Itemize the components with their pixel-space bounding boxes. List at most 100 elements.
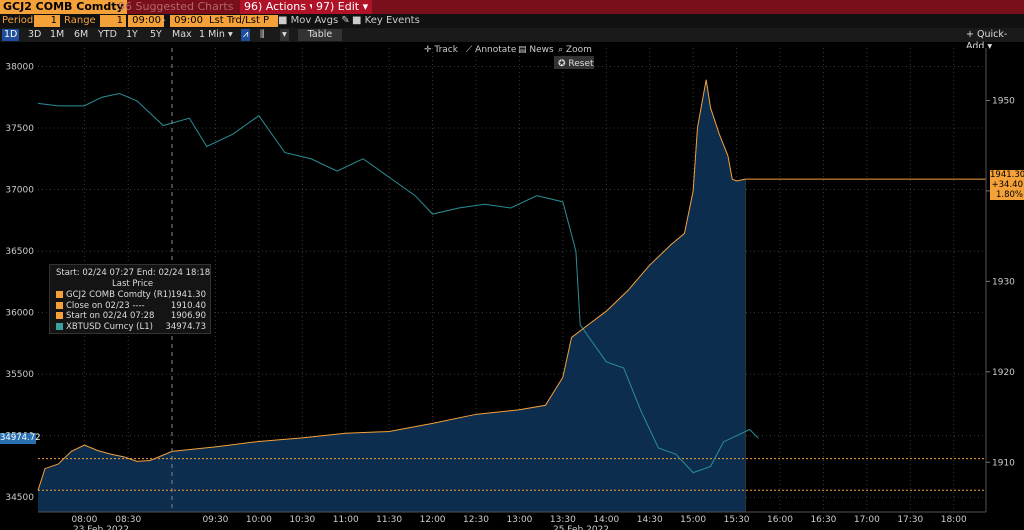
legend-value: 1906.90 — [170, 311, 206, 321]
range-button-1m[interactable]: 1M — [50, 29, 65, 40]
right-pct: 1.80% — [995, 190, 1023, 200]
legend-swatch — [56, 322, 63, 330]
axis-ticks: 08:00 08:30 09:30 10:00 10:30 11:00 11:30 12:00… — [5, 62, 1015, 530]
bar-chart-icon[interactable]: ⫼ — [260, 29, 265, 40]
left-tick-label: 35500 — [5, 370, 34, 380]
right-tick-label: 1910 — [992, 458, 1015, 468]
x-tick-label: 16:30 — [810, 515, 836, 525]
ticker-field[interactable]: GCJ2 COMB Comdty — [0, 0, 127, 14]
right-change: +34.40 — [991, 180, 1023, 190]
x-tick-label: 15:30 — [724, 515, 750, 525]
news-icon: ▤ — [518, 45, 529, 55]
x-tick-label: 17:30 — [897, 515, 923, 525]
last-price-readout: 1941.30 +34.40 1.80% — [990, 170, 1024, 200]
suggested-charts-button[interactable]: 96 Suggested Charts — [118, 0, 234, 13]
x-tick-label: 12:00 — [420, 515, 446, 525]
x-tick-label: 10:30 — [289, 515, 315, 525]
range-separator: - — [162, 15, 166, 26]
key-events-toggle[interactable]: ■ Key Events — [352, 14, 420, 28]
range-button-1d[interactable]: 1D — [2, 29, 20, 41]
key-events-label: Key Events — [364, 15, 420, 26]
legend-label: Start on 02/24 07:28 — [66, 311, 155, 321]
right-price: 1941.30 — [990, 170, 1024, 180]
edit-menu[interactable]: 97) Edit ▾ — [312, 0, 373, 14]
range-button-1y[interactable]: 1Y — [126, 29, 138, 40]
news-button[interactable]: ▤ News — [518, 45, 554, 55]
date-label: 25 Feb 2022 — [553, 525, 609, 530]
x-tick-label: 16:00 — [767, 515, 793, 525]
x-tick-label: 14:30 — [637, 515, 663, 525]
legend-header: Start: 02/24 07:27 End: 02/24 18:18 — [56, 268, 211, 278]
zoom-button[interactable]: ⌕ Zoom — [558, 45, 592, 55]
x-tick-label: 08:00 — [71, 515, 97, 525]
x-tick-label: 12:30 — [463, 515, 489, 525]
range-button-ytd[interactable]: YTD — [98, 29, 117, 40]
table-button[interactable]: Table — [298, 29, 342, 41]
x-tick-label: 11:30 — [376, 515, 402, 525]
legend-swatch — [56, 291, 63, 298]
right-tick-label: 1950 — [992, 96, 1015, 106]
range-button-3d[interactable]: 3D — [28, 29, 42, 40]
range-input[interactable]: 1 — [100, 15, 126, 27]
left-tick-label: 36500 — [5, 247, 34, 257]
interval-select[interactable]: 1 Min ▾ — [199, 29, 233, 40]
checkbox-icon: ■ — [278, 15, 291, 26]
quick-add-button[interactable]: + Quick-Add ▾ — [966, 29, 1008, 52]
range-button-max[interactable]: Max — [172, 29, 192, 40]
period-input[interactable]: 1 — [34, 15, 60, 27]
range-button-5y[interactable]: 5Y — [150, 29, 162, 40]
last-trade-select[interactable]: Lst Trd/Lst P — [206, 15, 278, 27]
range-button-6m[interactable]: 6M — [74, 29, 89, 40]
x-tick-label: 08:30 — [115, 515, 141, 525]
left-tick-label: 38000 — [5, 62, 34, 72]
legend-swatch — [56, 301, 63, 309]
gold-area-fill — [38, 79, 746, 512]
x-tick-label: 11:00 — [333, 515, 359, 525]
x-tick-label: 13:00 — [506, 515, 532, 525]
mov-avgs-toggle[interactable]: ■ Mov Avgs ✎ — [278, 14, 350, 28]
legend-value: 1941.30 — [170, 290, 206, 300]
range-toolbar — [0, 28, 1024, 42]
x-tick-label: 15:00 — [680, 515, 706, 525]
legend-swatch — [56, 312, 63, 319]
line-chart-icon[interactable]: ⩘ — [241, 29, 251, 41]
reset-button[interactable]: ✪ Reset — [558, 59, 594, 69]
x-tick-label: 10:00 — [246, 515, 272, 525]
mov-avgs-label: Mov Avgs — [290, 15, 339, 26]
legend-row: Close on 02/23 ---- — [56, 301, 145, 312]
legend-value: 1910.40 — [170, 300, 206, 311]
legend-panel: Start: 02/24 07:27 End: 02/24 18:18 Last… — [49, 264, 211, 334]
right-tick-label: 1920 — [992, 368, 1015, 378]
legend-subheader: Last Price — [112, 279, 154, 289]
legend-label: XBTUSD Curncy (L1) — [66, 321, 153, 332]
date-label: 23 Feb 2022 — [73, 525, 129, 530]
reset-icon: ✪ — [558, 59, 568, 69]
legend-label: GCJ2 COMB Comdty (R1) — [66, 290, 172, 300]
range-label: Range — [64, 15, 96, 26]
x-tick-label: 17:00 — [854, 515, 880, 525]
crosshair-icon: ✛ — [424, 45, 434, 55]
annotate-button[interactable]: ⟋ Annotate — [466, 45, 517, 55]
x-tick-label: 09:30 — [202, 515, 228, 525]
pen-icon: ⟋ — [466, 45, 475, 55]
reset-button-bg[interactable] — [554, 56, 594, 69]
left-tick-label: 37500 — [5, 124, 34, 134]
left-tick-label: 37000 — [5, 186, 34, 196]
track-button[interactable]: ✛ Track — [424, 45, 459, 55]
x-tick-label: 14:00 — [593, 515, 619, 525]
gold-series-line — [37, 79, 746, 491]
actions-menu[interactable]: 96) Actions ▾ — [240, 0, 319, 14]
right-tick-label: 1930 — [992, 277, 1015, 287]
left-tick-label: 34500 — [5, 493, 34, 503]
btc-price-readout: 34974.72 — [0, 433, 41, 444]
range-end-input[interactable]: 09:00 — [170, 15, 206, 27]
range-start-input[interactable]: 09:00 — [128, 15, 164, 27]
x-tick-label: 13:30 — [550, 515, 576, 525]
pencil-icon: ✎ — [338, 15, 350, 26]
btc-series-line — [37, 93, 759, 474]
x-tick-label: 18:00 — [941, 515, 967, 525]
legend-label: Close on 02/23 ---- — [66, 300, 145, 311]
period-label: Period — [2, 15, 34, 26]
chart-style-dropdown[interactable]: ▾ — [280, 29, 289, 41]
legend-row: Start on 02/24 07:28 — [56, 311, 154, 322]
